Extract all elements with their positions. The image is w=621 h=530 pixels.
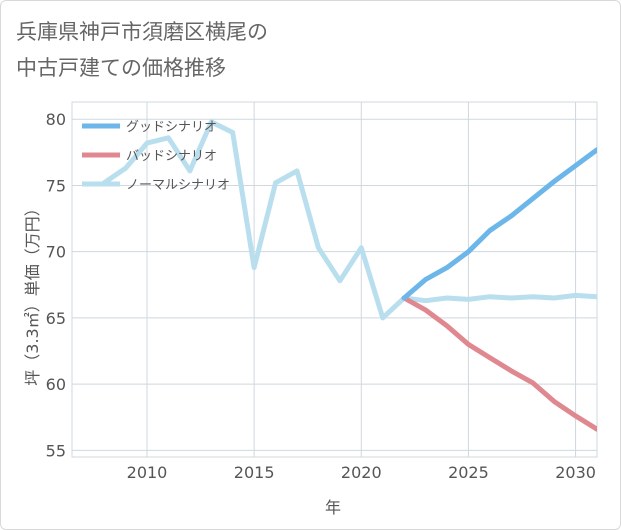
y-axis-label: 坪（3.3㎡）単価（万円） [23,200,42,385]
x-axis-label: 年 [325,498,341,517]
grid-lines [71,101,598,458]
y-tick-label: 65 [46,309,66,328]
y-tick-label: 80 [46,110,66,129]
y-tick-label: 60 [46,375,66,394]
x-tick-label: 2010 [127,463,168,482]
legend-label: グッドシナリオ [126,120,217,135]
y-tick-label: 55 [46,441,66,460]
legend-label: バッドシナリオ [126,149,217,164]
y-tick-label: 75 [46,176,66,195]
series-line-good [401,147,597,301]
x-tick-label: 2025 [448,463,489,482]
x-tick-label: 2020 [341,463,382,482]
series-lines [101,119,597,432]
x-tick-label: 2015 [234,463,275,482]
x-tick-label: 2030 [555,463,596,482]
series-line-normal [101,119,597,321]
chart-title-line-2: 中古戸建ての価格推移 [16,56,226,80]
chart-title-line-1: 兵庫県神戸市須磨区横尾の [16,20,268,44]
plot-area-border [71,101,598,458]
legend-label: ノーマルシナリオ [126,178,230,193]
y-tick-label: 70 [46,243,66,262]
chart-title: 兵庫県神戸市須磨区横尾の 中古戸建ての価格推移 [16,14,576,86]
axes: 55 60 65 70 75 80 2010 2015 2020 2025 2030 [46,110,596,482]
series-line-bad [401,295,597,432]
